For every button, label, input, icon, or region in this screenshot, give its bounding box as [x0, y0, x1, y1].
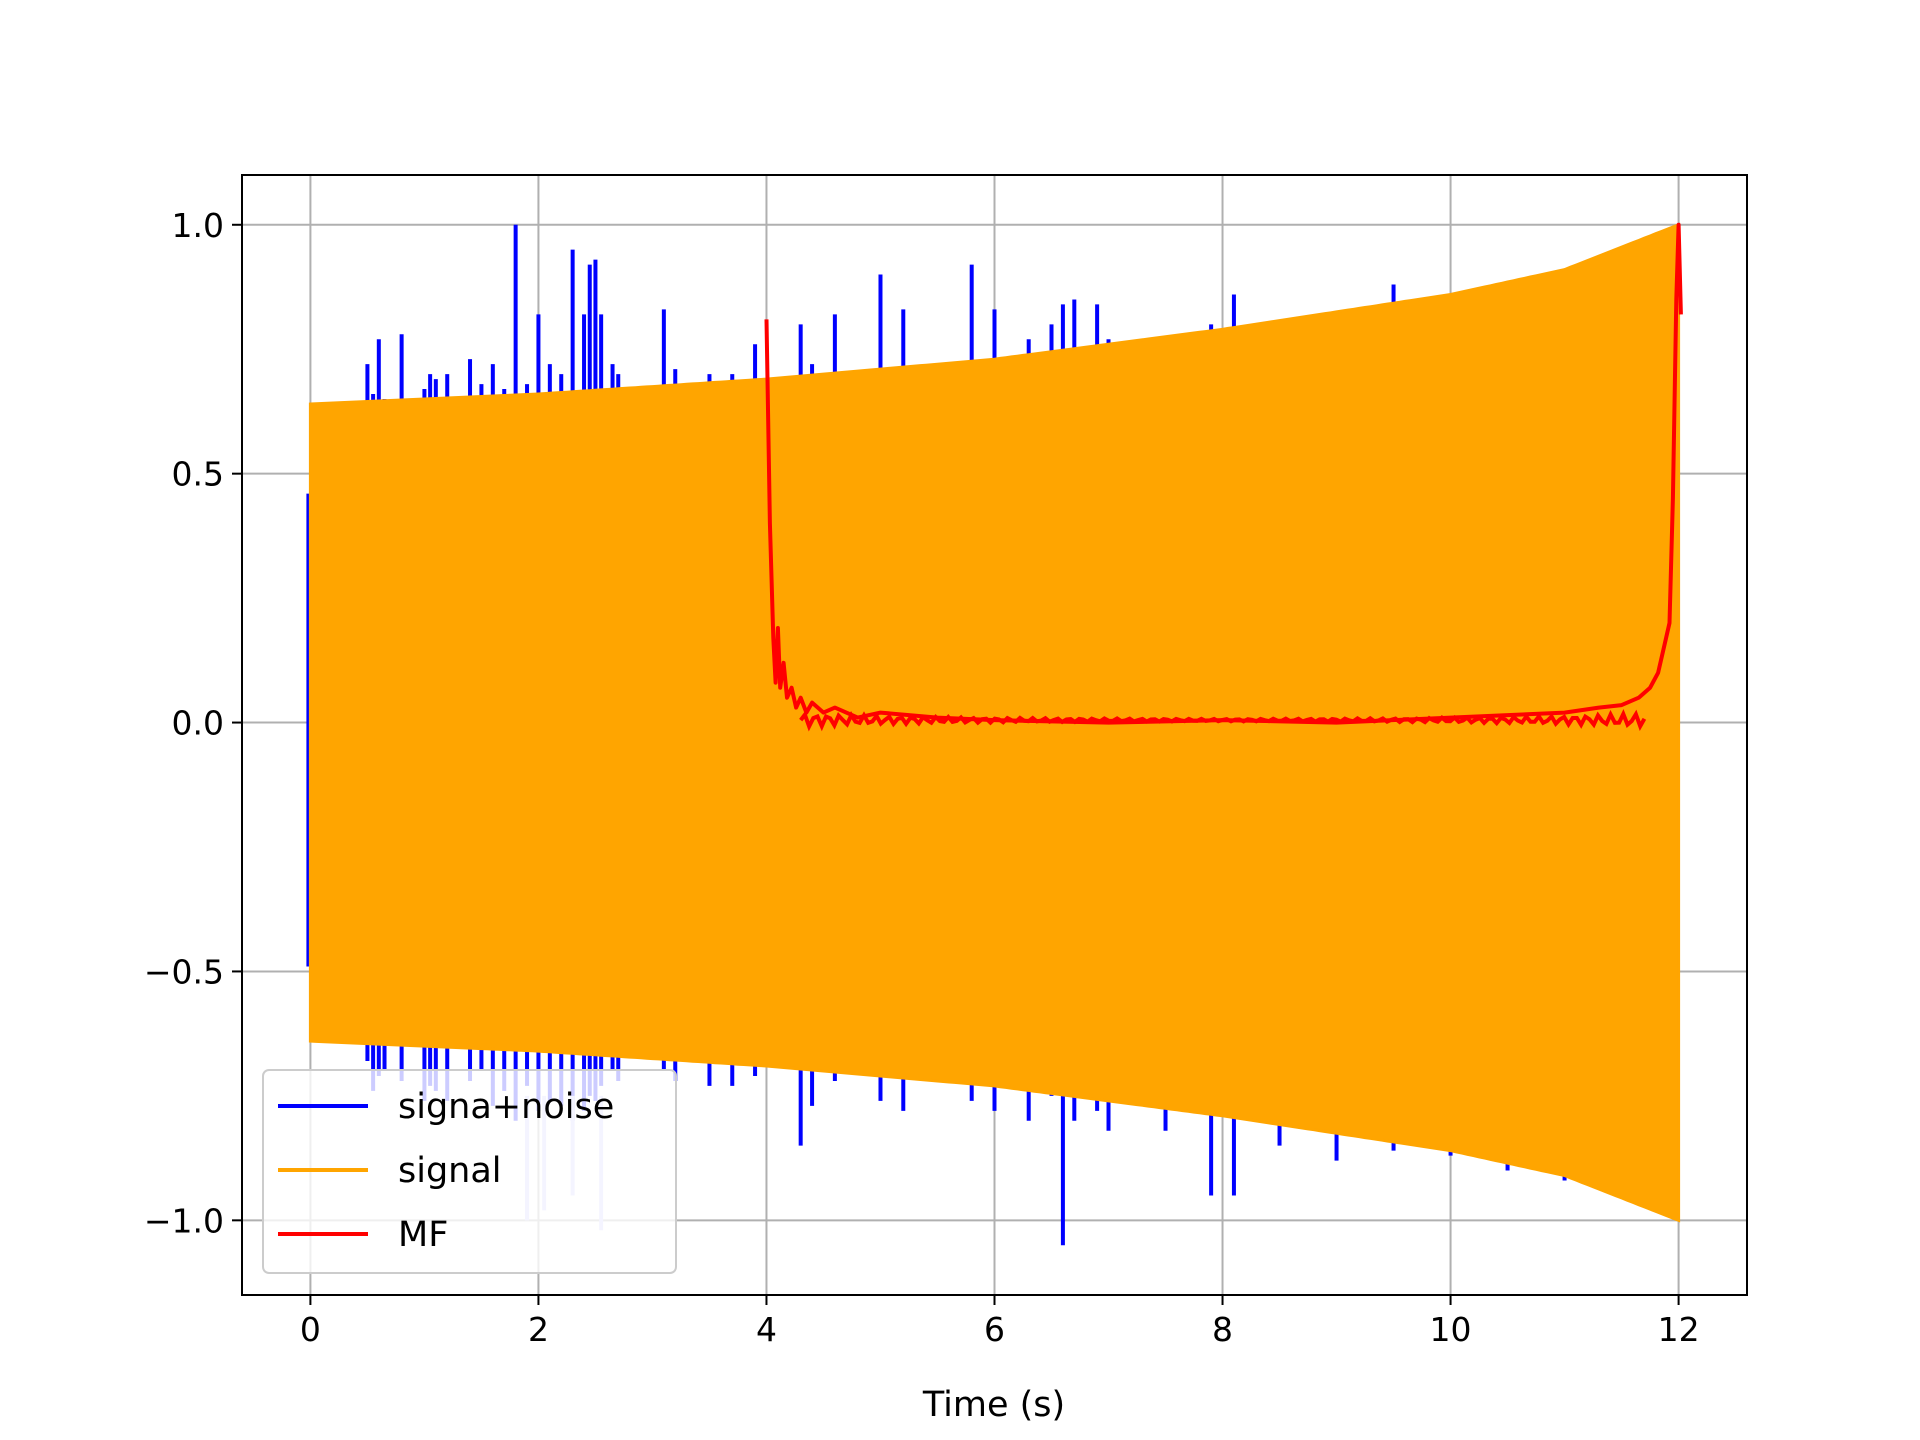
- legend-box: [262, 1069, 677, 1274]
- ticks: 0 2 4 6 8 10 12 −1.0 −0.5 0.0 0.5 1.0: [144, 206, 1700, 1349]
- x-tick-label: 2: [528, 1310, 549, 1349]
- x-tick-label: 4: [756, 1310, 777, 1349]
- legend-label-signal: signal: [398, 1151, 502, 1191]
- legend-label-mf: MF: [398, 1215, 448, 1255]
- y-tick-label: −1.0: [144, 1201, 224, 1240]
- series-mf: [764, 222, 1683, 725]
- y-tick-label: −0.5: [144, 952, 224, 991]
- y-tick-label: 1.0: [172, 206, 224, 245]
- x-tick-label: 6: [984, 1310, 1005, 1349]
- series-mf-ripple: [799, 709, 1647, 732]
- x-tick-label: 0: [300, 1310, 321, 1349]
- legend: signa+noise signal MF: [262, 1069, 677, 1274]
- x-tick-label: 8: [1212, 1310, 1233, 1349]
- y-tick-label: 0.5: [172, 455, 224, 494]
- series-layer: [306, 222, 1683, 1246]
- x-tick-label: 12: [1658, 1310, 1700, 1349]
- y-tick-label: 0.0: [172, 704, 224, 743]
- legend-label-signal-noise: signa+noise: [398, 1087, 614, 1127]
- x-tick-label: 10: [1430, 1310, 1472, 1349]
- x-axis-label: Time (s): [922, 1385, 1065, 1425]
